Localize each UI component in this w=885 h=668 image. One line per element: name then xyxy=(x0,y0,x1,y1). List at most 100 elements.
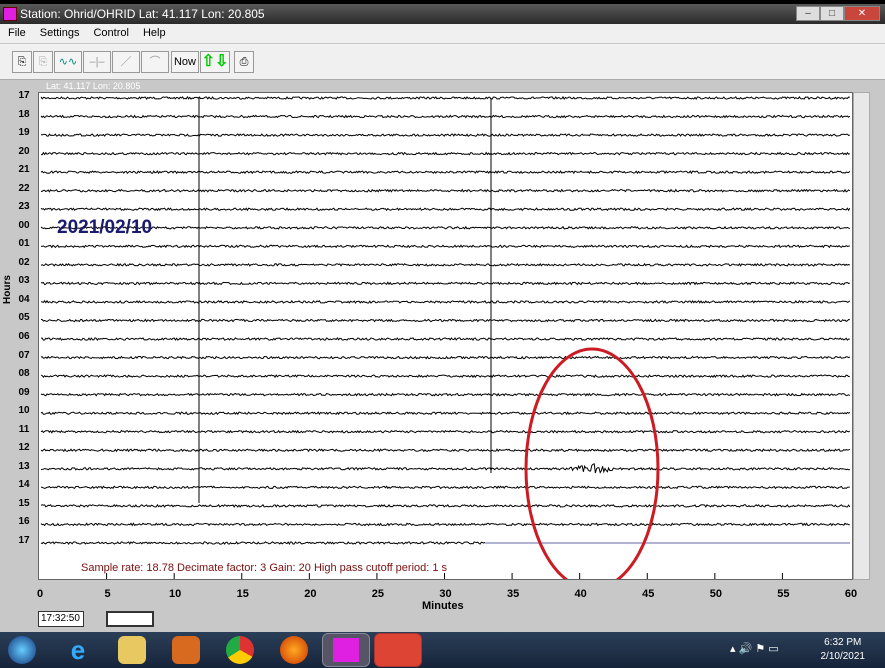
trace-row xyxy=(40,503,851,508)
time-field[interactable]: 17:32:50 xyxy=(38,611,84,627)
clock-time: 6:32 PM xyxy=(824,637,862,648)
trace-row xyxy=(40,114,851,119)
x-tick-label: 5 xyxy=(104,588,111,600)
trace-row xyxy=(40,95,850,101)
start-button[interactable] xyxy=(8,636,36,664)
trace-row xyxy=(40,541,486,545)
x-tick-label: 25 xyxy=(371,588,385,600)
x-tick-label: 10 xyxy=(169,588,182,600)
hour-label: 08 xyxy=(18,368,30,380)
tray-icons[interactable]: ▴ 🔊 ⚑ ▭ xyxy=(730,643,779,655)
hour-label: 17 xyxy=(18,534,30,546)
window-title: Station: Ohrid/OHRID Lat: 41.117 Lon: 20… xyxy=(20,7,265,21)
trace-row xyxy=(40,374,850,379)
x-tick-label: 45 xyxy=(642,588,655,600)
hour-label: 13 xyxy=(18,460,30,472)
hour-label: 05 xyxy=(18,312,30,324)
trace-row xyxy=(40,170,851,175)
trace-row xyxy=(41,337,850,341)
hour-label: 03 xyxy=(18,275,30,287)
hour-label: 10 xyxy=(18,405,30,417)
trace-row xyxy=(40,207,851,212)
anydesk-icon[interactable] xyxy=(374,633,422,667)
x-tick-label: 60 xyxy=(844,588,858,600)
taskbar: e ▴ 🔊 ⚑ ▭ 6:32 PM 2/10/2021 xyxy=(0,632,885,668)
trace-row xyxy=(40,355,851,360)
minimize-button[interactable]: – xyxy=(796,6,820,21)
export-icon[interactable]: ⎘ xyxy=(12,51,32,73)
now-button[interactable]: Now xyxy=(171,51,199,73)
location-label: Lat: 41.117 Lon: 20.805 xyxy=(46,81,141,91)
menu-control[interactable]: Control xyxy=(93,27,129,39)
close-button[interactable]: ✕ xyxy=(844,6,880,21)
trace-row xyxy=(40,262,851,267)
trace-row xyxy=(40,485,850,490)
trace-row xyxy=(40,151,851,156)
trace-row xyxy=(40,225,850,230)
trace-row xyxy=(40,244,850,249)
trace-row xyxy=(40,133,850,137)
trace-row xyxy=(40,522,850,527)
x-axis-label: Minutes xyxy=(422,600,464,612)
x-tick-label: 35 xyxy=(506,588,520,600)
hour-label: 01 xyxy=(18,238,30,250)
x-tick-label: 0 xyxy=(36,588,44,600)
print-icon[interactable]: ⎙ xyxy=(234,51,254,73)
copy-icon[interactable]: ⎘ xyxy=(33,51,53,73)
pulse-icon[interactable]: –|– xyxy=(83,51,111,73)
helicorder-plot: 2021/02/10 Sample rate: 18.78 Decimate fa… xyxy=(38,92,853,591)
ramp-icon[interactable]: ／ xyxy=(112,51,140,73)
hour-label: 06 xyxy=(18,331,30,343)
title-bar: Station: Ohrid/OHRID Lat: 41.117 Lon: 20… xyxy=(0,4,885,24)
filter-curve-icon[interactable]: ⌒ xyxy=(141,51,169,73)
hour-label: 11 xyxy=(18,423,30,435)
menu-help[interactable]: Help xyxy=(142,27,166,39)
x-tick-label: 55 xyxy=(777,588,790,600)
maximize-button[interactable]: □ xyxy=(820,6,844,21)
x-tick-label: 20 xyxy=(304,588,317,600)
trace-row xyxy=(40,392,851,397)
hour-label: 16 xyxy=(18,516,30,528)
empty-field[interactable] xyxy=(106,611,154,627)
clock[interactable]: 6:32 PM 2/10/2021 xyxy=(821,636,866,664)
hour-label: 14 xyxy=(18,479,30,491)
internet-explorer-icon[interactable]: e xyxy=(70,635,86,665)
trace-row xyxy=(40,429,851,434)
clock-date: 2/10/2021 xyxy=(820,651,866,662)
hour-label: 19 xyxy=(18,127,30,139)
hour-label: 00 xyxy=(18,219,30,231)
up-down-arrows-icon[interactable]: ⇧⇩ xyxy=(200,51,230,73)
hour-label: 09 xyxy=(18,386,30,398)
vertical-scrollbar[interactable] xyxy=(853,92,870,580)
x-tick-label: 30 xyxy=(439,588,452,600)
trace-row xyxy=(40,463,850,474)
file-explorer-icon[interactable] xyxy=(118,636,146,664)
event-highlight-circle xyxy=(524,347,660,591)
hour-label: 07 xyxy=(18,349,30,361)
hour-label: 15 xyxy=(18,497,30,509)
media-player-icon[interactable] xyxy=(172,636,200,664)
trace-row xyxy=(40,411,851,416)
waveform-icon[interactable]: ∿∿ xyxy=(54,51,82,73)
menu-bar: File Settings Control Help xyxy=(0,24,885,43)
trace-row xyxy=(40,281,851,286)
trace-row xyxy=(40,318,850,323)
hour-label: 22 xyxy=(18,182,30,194)
seismogram-traces: 2021/02/10 Sample rate: 18.78 Decimate fa… xyxy=(40,95,851,591)
date-label: 2021/02/10 xyxy=(57,217,152,238)
firefox-icon[interactable] xyxy=(280,636,308,664)
seismograph-app-taskbar-button[interactable] xyxy=(322,633,370,667)
x-tick-label: 50 xyxy=(709,588,722,600)
hour-label: 12 xyxy=(18,442,30,454)
app-window: Station: Ohrid/OHRID Lat: 41.117 Lon: 20… xyxy=(0,4,885,632)
menu-settings[interactable]: Settings xyxy=(39,27,80,39)
menu-file[interactable]: File xyxy=(8,27,26,39)
acquisition-info: Sample rate: 18.78 Decimate factor: 3 Ga… xyxy=(81,562,448,574)
hour-label: 02 xyxy=(18,256,30,268)
trace-row xyxy=(40,299,851,304)
hour-label: 18 xyxy=(18,108,30,120)
hour-label: 21 xyxy=(18,164,30,176)
chrome-icon[interactable] xyxy=(226,636,254,664)
toolbar: ⎘ ⎘ ∿∿ –|– ／ ⌒ Now ⇧⇩ ⎙ xyxy=(0,44,885,80)
app-icon xyxy=(3,7,17,21)
